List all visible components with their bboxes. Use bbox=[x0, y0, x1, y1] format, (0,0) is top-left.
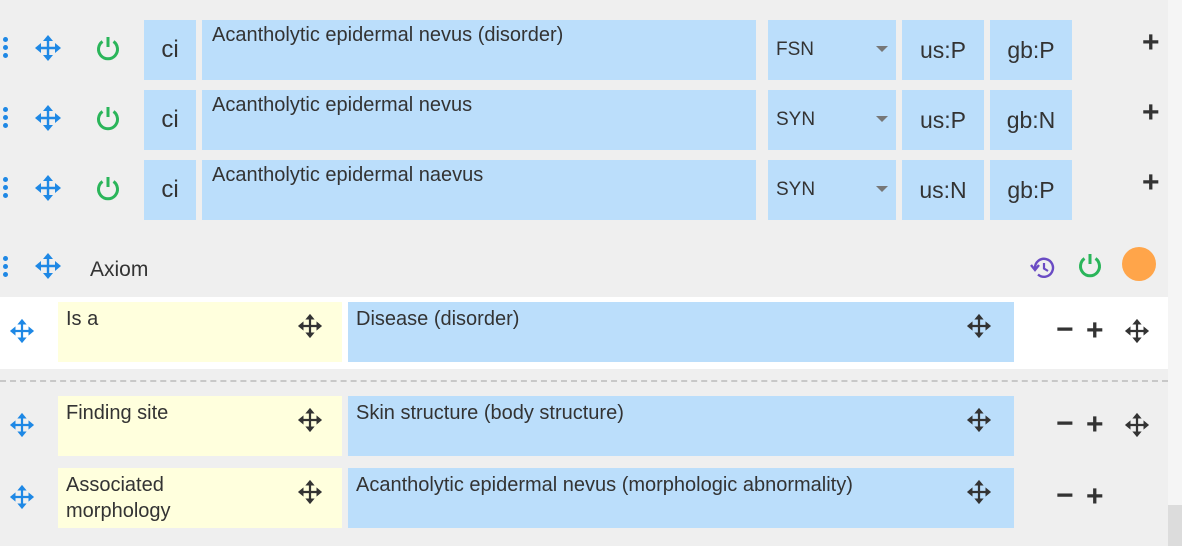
relationship-target[interactable]: Skin structure (body structure) bbox=[348, 396, 1014, 456]
description-power-icon[interactable] bbox=[93, 173, 123, 208]
relationship-target-move-icon[interactable] bbox=[966, 479, 992, 510]
description-term[interactable]: Acantholytic epidermal naevus bbox=[202, 160, 756, 220]
acceptability-gb[interactable]: gb:P bbox=[990, 20, 1072, 80]
relationship-type[interactable]: Associated morphology bbox=[58, 468, 342, 528]
relationship-move-icon[interactable] bbox=[9, 318, 35, 344]
remove-relationship-minus-icon[interactable]: − bbox=[1056, 407, 1074, 440]
drag-handle-icon[interactable] bbox=[2, 37, 10, 61]
group-separator bbox=[0, 380, 1168, 382]
remove-relationship-minus-icon[interactable]: − bbox=[1056, 479, 1074, 512]
axiom-move-icon[interactable] bbox=[34, 252, 62, 280]
add-description-plus-icon[interactable]: + bbox=[1142, 166, 1160, 199]
drag-handle-icon[interactable] bbox=[2, 107, 10, 131]
relationship-type-move-icon[interactable] bbox=[297, 479, 323, 510]
description-type-value: FSN bbox=[776, 39, 814, 60]
case-significance[interactable]: ci bbox=[144, 90, 196, 150]
group-move-icon[interactable] bbox=[1124, 318, 1150, 349]
description-type-select[interactable]: SYN bbox=[768, 160, 896, 220]
description-type-value: SYN bbox=[776, 109, 816, 130]
acceptability-us[interactable]: us:N bbox=[902, 160, 984, 220]
chevron-down-icon bbox=[876, 46, 888, 52]
drag-handle-icon[interactable] bbox=[2, 177, 10, 201]
move-icon[interactable] bbox=[34, 104, 62, 132]
add-relationship-plus-icon[interactable]: + bbox=[1086, 408, 1104, 441]
relationship-target[interactable]: Disease (disorder) bbox=[348, 302, 1014, 362]
description-term[interactable]: Acantholytic epidermal nevus (disorder) bbox=[202, 20, 756, 80]
status-dot bbox=[1122, 247, 1156, 281]
scrollbar-track[interactable] bbox=[1168, 0, 1182, 546]
acceptability-us[interactable]: us:P bbox=[902, 20, 984, 80]
relationship-type-move-icon[interactable] bbox=[297, 313, 323, 344]
relationship-target[interactable]: Acantholytic epidermal nevus (morphologi… bbox=[348, 468, 1014, 528]
description-type-value: SYN bbox=[776, 179, 816, 200]
case-significance[interactable]: ci bbox=[144, 160, 196, 220]
description-type-select[interactable]: SYN bbox=[768, 90, 896, 150]
move-icon[interactable] bbox=[34, 34, 62, 62]
relationship-move-icon[interactable] bbox=[9, 412, 35, 438]
add-description-plus-icon[interactable]: + bbox=[1142, 26, 1160, 59]
case-significance[interactable]: ci bbox=[144, 20, 196, 80]
chevron-down-icon bbox=[876, 186, 888, 192]
add-relationship-plus-icon[interactable]: + bbox=[1086, 480, 1104, 513]
axiom-drag-icon[interactable] bbox=[2, 256, 10, 280]
move-icon[interactable] bbox=[34, 174, 62, 202]
remove-relationship-minus-icon[interactable]: − bbox=[1056, 313, 1074, 346]
scrollbar-thumb[interactable] bbox=[1168, 505, 1182, 546]
group-move-icon[interactable] bbox=[1124, 412, 1150, 443]
relationship-target-move-icon[interactable] bbox=[966, 313, 992, 344]
chevron-down-icon bbox=[876, 116, 888, 122]
add-relationship-plus-icon[interactable]: + bbox=[1086, 314, 1104, 347]
axiom-label: Axiom bbox=[90, 258, 149, 281]
description-type-select[interactable]: FSN bbox=[768, 20, 896, 80]
relationship-type[interactable]: Is a bbox=[58, 302, 342, 362]
description-power-icon[interactable] bbox=[93, 33, 123, 68]
description-power-icon[interactable] bbox=[93, 103, 123, 138]
relationship-move-icon[interactable] bbox=[9, 484, 35, 510]
acceptability-gb[interactable]: gb:P bbox=[990, 160, 1072, 220]
relationship-type-move-icon[interactable] bbox=[297, 407, 323, 438]
acceptability-us[interactable]: us:P bbox=[902, 90, 984, 150]
relationship-target-move-icon[interactable] bbox=[966, 407, 992, 438]
add-description-plus-icon[interactable]: + bbox=[1142, 96, 1160, 129]
acceptability-gb[interactable]: gb:N bbox=[990, 90, 1072, 150]
description-term[interactable]: Acantholytic epidermal nevus bbox=[202, 90, 756, 150]
axiom-power-icon[interactable] bbox=[1075, 250, 1105, 285]
history-icon[interactable] bbox=[1029, 255, 1057, 286]
relationship-type[interactable]: Finding site bbox=[58, 396, 342, 456]
